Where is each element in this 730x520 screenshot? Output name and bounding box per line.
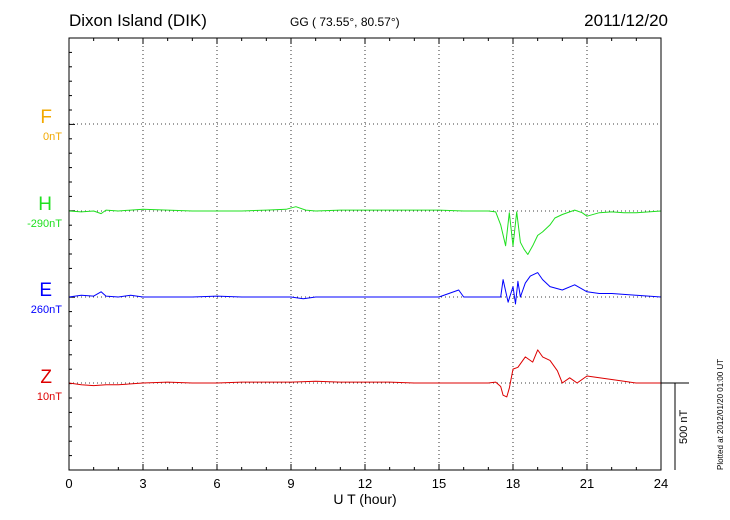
date-label: 2011/12/20 — [584, 11, 668, 30]
x-tick-label: 24 — [654, 476, 668, 491]
channel-f-label: F — [40, 107, 52, 128]
axis-ticks: 0 3 6 9 12 15 18 21 24 — [65, 38, 668, 491]
x-tick-label: 18 — [506, 476, 520, 491]
x-axis-title: U T (hour) — [333, 491, 397, 507]
series-e-trace — [68, 272, 662, 305]
x-tick-label: 9 — [287, 476, 294, 491]
channel-e-baseline: 260nT — [30, 304, 62, 316]
scale-bar — [661, 382, 689, 470]
channel-z-baseline: 10nT — [36, 391, 62, 403]
scale-bar-label: 500 nT — [678, 409, 690, 444]
x-tick-label: 21 — [580, 476, 594, 491]
x-tick-label: 15 — [432, 476, 446, 491]
channel-h-baseline: -290nT — [27, 218, 62, 230]
channel-h-label: H — [38, 194, 52, 215]
plot-frame — [68, 37, 662, 471]
station-coordinates: GG ( 73.55°, 80.57°) — [290, 15, 400, 29]
series-z-trace — [68, 349, 661, 398]
station-name: Dixon Island (DIK) — [69, 11, 207, 30]
channel-f-baseline: 0nT — [43, 131, 62, 143]
x-tick-label: 6 — [213, 476, 220, 491]
series-h-trace — [68, 206, 662, 255]
channel-e-label: E — [39, 280, 52, 301]
traces — [68, 206, 662, 398]
x-tick-label: 12 — [358, 476, 372, 491]
plot-grid — [69, 38, 661, 470]
x-tick-label: 3 — [139, 476, 146, 491]
plotted-timestamp: Plotted at 2012/01/20 01:00 UT — [716, 358, 725, 470]
channel-z-label: Z — [40, 367, 52, 388]
x-tick-label: 0 — [65, 476, 72, 491]
